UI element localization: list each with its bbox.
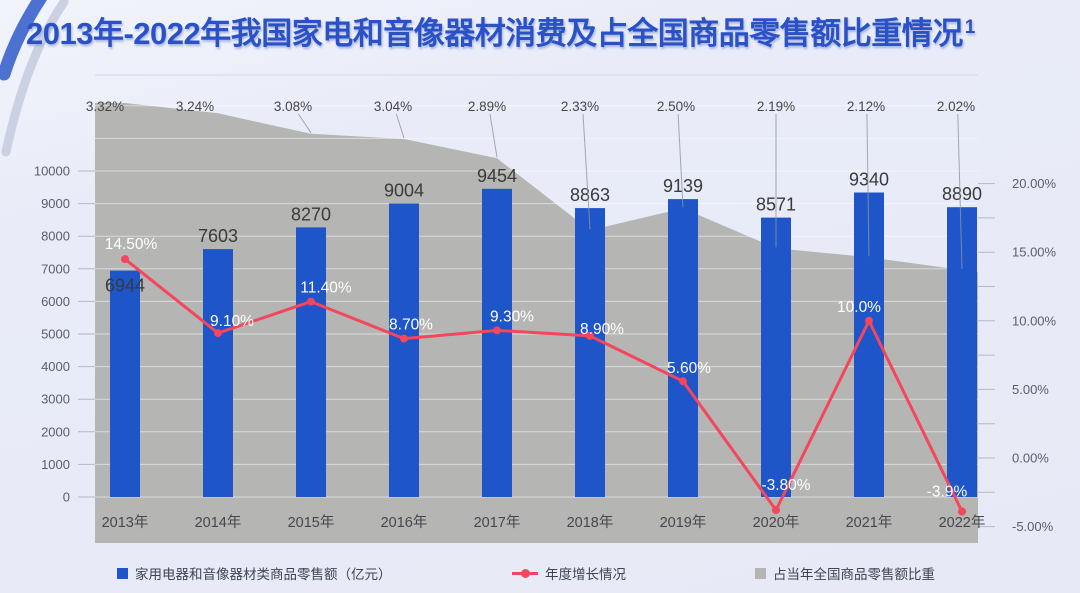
line-label-2020年: -3.80% — [761, 477, 810, 494]
legend-item-annual-growth[interactable]: 年度增长情况 — [512, 563, 626, 583]
line-label-2015年: 11.40% — [300, 280, 352, 297]
left-axis-tick-label: 10000 — [34, 164, 70, 179]
right-axis-tick-label: 10.00% — [1012, 313, 1057, 328]
chart-legend: 家用电器和音像器材类商品零售额（亿元） 年度增长情况 占当年全国商品零售额比重 — [0, 559, 1080, 587]
area-label-2022年: 2.02% — [937, 99, 975, 114]
line-legend-swatch — [512, 568, 538, 578]
x-axis-label-2015年: 2015年 — [288, 514, 335, 531]
legend-item-share-of-total[interactable]: 占当年全国商品零售额比重 — [755, 563, 935, 583]
growth-point-2022年[interactable] — [958, 507, 966, 516]
line-label-2021年: 10.0% — [837, 299, 881, 316]
line-label-2022年: -3.9% — [927, 484, 968, 501]
bar-label-2022年: 8890 — [942, 184, 982, 204]
right-axis-tick-label: 5.00% — [1012, 382, 1049, 397]
growth-line[interactable] — [123, 257, 964, 513]
left-axis-tick-label: 1000 — [41, 457, 70, 472]
bar-2020年[interactable] — [761, 217, 791, 497]
legend-label: 年度增长情况 — [545, 567, 626, 582]
area-label-leader — [582, 113, 591, 230]
bar-label-2016年: 9004 — [384, 181, 424, 201]
growth-point-2019年[interactable] — [679, 377, 687, 386]
bar-2013年[interactable] — [110, 270, 140, 497]
x-axis-label-2018年: 2018年 — [567, 514, 614, 531]
growth-point-2021年[interactable] — [865, 316, 873, 325]
x-axis-label-2019年: 2019年 — [660, 514, 707, 531]
bar-label-2021年: 9340 — [849, 170, 889, 190]
area-label-2020年: 2.19% — [757, 99, 795, 114]
bar-label-2019年: 9139 — [663, 176, 703, 196]
left-axis-tick-label: 7000 — [41, 261, 70, 276]
area-label-2021年: 2.12% — [847, 99, 885, 114]
right-axis-tick-label: -5.00% — [1012, 519, 1054, 534]
left-axis-tick-label: 6000 — [41, 294, 70, 309]
x-axis-label-2016年: 2016年 — [381, 514, 428, 531]
legend-label: 家用电器和音像器材类商品零售额（亿元） — [135, 567, 392, 582]
bar-2019年[interactable] — [668, 199, 698, 497]
area-label-leader — [677, 113, 684, 208]
line-label-2016年: 8.70% — [389, 317, 433, 334]
bar-2014年[interactable] — [203, 249, 233, 497]
page-title-text: 2013年-2022年我国家电和音像器材消费及占全国商品零售额比重情况 — [26, 16, 963, 51]
line-label-2019年: 5.60% — [667, 360, 711, 377]
left-axis-tick-label: 2000 — [41, 424, 70, 439]
x-axis-label-2020年: 2020年 — [753, 514, 800, 531]
page-title: 2013年-2022年我国家电和音像器材消费及占全国商品零售额比重情况 1 — [26, 8, 975, 53]
bar-label-2013年: 6944 — [105, 276, 145, 296]
x-axis-label-2014年: 2014年 — [195, 514, 242, 531]
area-label-leader — [297, 113, 312, 134]
legend-item-retail-sales[interactable]: 家用电器和音像器材类商品零售额（亿元） — [117, 563, 392, 583]
area-label-2016年: 3.04% — [374, 99, 412, 114]
bar-label-2017年: 9454 — [477, 166, 517, 186]
bar-label-2015年: 8270 — [291, 204, 331, 224]
legend-label: 占当年全国商品零售额比重 — [773, 567, 935, 582]
area-label-2013年: 3.32% — [86, 99, 124, 114]
area-label-2014年: 3.24% — [176, 99, 214, 114]
line-label-2013年: 14.50% — [105, 236, 158, 253]
bar-label-2018年: 8863 — [570, 185, 610, 205]
growth-point-2017年[interactable] — [493, 326, 501, 335]
area-label-2018年: 2.33% — [561, 99, 599, 114]
left-axis-tick-label: 9000 — [41, 196, 70, 211]
growth-point-2016年[interactable] — [400, 334, 408, 343]
bar-legend-swatch — [117, 567, 128, 579]
x-axis-label-2013年: 2013年 — [102, 514, 149, 531]
area-label-2015年: 3.08% — [274, 99, 312, 114]
area-label-2019年: 2.50% — [657, 99, 695, 114]
bar-2016年[interactable] — [389, 203, 419, 498]
left-axis-tick-label: 0 — [63, 490, 70, 505]
line-label-2014年: 9.10% — [210, 313, 254, 330]
growth-point-2014年[interactable] — [214, 329, 222, 338]
area-label-2017年: 2.89% — [468, 99, 506, 114]
x-axis-label-2017年: 2017年 — [474, 514, 521, 531]
growth-point-2015年[interactable] — [307, 297, 315, 306]
right-axis-tick-label: 0.00% — [1012, 451, 1049, 466]
line-label-2018年: 8.90% — [580, 321, 624, 338]
bar-label-2014年: 7603 — [198, 226, 238, 246]
bar-2015年[interactable] — [296, 227, 326, 497]
area-label-leader — [395, 113, 405, 139]
area-legend-swatch — [755, 567, 766, 579]
growth-point-2018年[interactable] — [586, 331, 594, 340]
area-label-leader — [957, 113, 963, 270]
x-axis-label-2021年: 2021年 — [846, 514, 893, 531]
bar-2018年[interactable] — [575, 208, 605, 497]
line-label-2017年: 9.30% — [490, 308, 534, 325]
right-axis-tick-label: 20.00% — [1012, 176, 1057, 191]
page-title-superscript: 1 — [964, 17, 976, 38]
area-label-leader — [489, 113, 498, 158]
left-axis-tick-label: 5000 — [41, 327, 70, 342]
right-axis-tick-label: 15.00% — [1012, 245, 1057, 260]
left-axis-tick-label: 4000 — [41, 359, 70, 374]
growth-point-2013年[interactable] — [121, 255, 129, 264]
left-axis-tick-label: 3000 — [41, 392, 70, 407]
growth-point-2020年[interactable] — [772, 506, 780, 515]
x-axis-label-2022年: 2022年 — [939, 514, 986, 531]
left-axis-tick-label: 8000 — [41, 229, 70, 244]
area-label-leader — [866, 113, 870, 257]
bar-2017年[interactable] — [482, 188, 512, 498]
